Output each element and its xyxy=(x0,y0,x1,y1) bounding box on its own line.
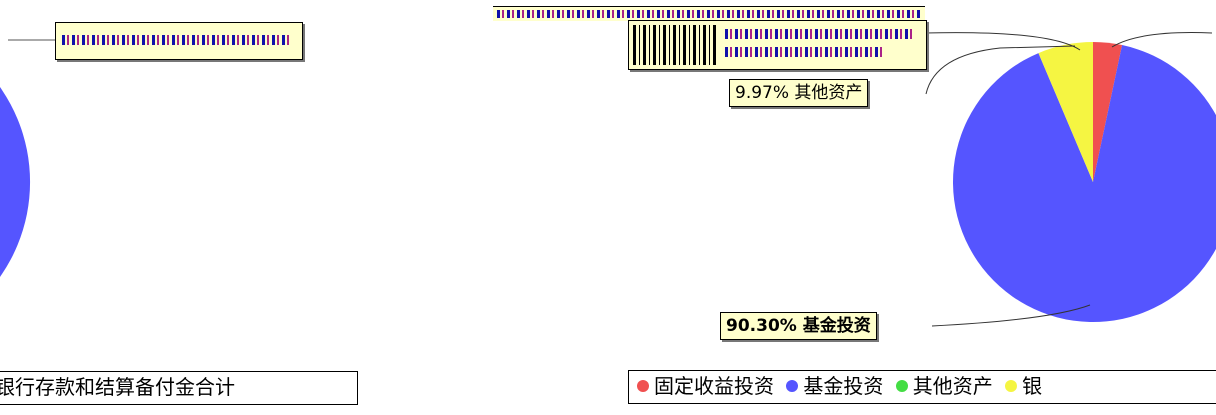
pie-slice-银行存款和结算备付金合计 xyxy=(1038,42,1093,182)
legend-dot-fund-investment xyxy=(786,380,799,392)
legend-label-fixed-income: 固定收益投资 xyxy=(654,374,774,398)
legend-dot-other-assets xyxy=(895,380,908,392)
left-top-callout-glitch xyxy=(55,22,303,60)
legend-item-fixed-income: 固定收益投资 xyxy=(629,371,774,401)
legend-dot-bank-deposits xyxy=(1005,380,1018,392)
leader-line-other-assets xyxy=(925,45,1076,95)
right-top-banner-glitch xyxy=(493,6,925,21)
legend-dot-fixed-income xyxy=(637,380,649,392)
left-pie-slice-fixed-income xyxy=(0,87,30,277)
right-legend: 固定收益投资 基金投资 其他资产 银 xyxy=(628,370,1216,404)
left-legend: 银行存款和结算备付金合计 xyxy=(0,371,358,405)
pie-slice-固定收益投资 xyxy=(1093,42,1123,182)
left-legend-label: 银行存款和结算备付金合计 xyxy=(0,375,235,399)
left-legend-item: 银行存款和结算备付金合计 xyxy=(0,372,235,402)
right-barcode-callout-glitch xyxy=(628,20,927,70)
right-pie xyxy=(953,42,1216,322)
pie-slice-基金投资 xyxy=(953,45,1216,322)
legend-item-fund-investment: 基金投资 xyxy=(786,371,883,401)
legend-item-other-assets: 其他资产 xyxy=(895,371,993,401)
legend-item-bank-deposits: 银 xyxy=(1005,371,1042,401)
leader-line-fixed-income xyxy=(1111,32,1213,48)
callout-other-assets: 9.97% 其他资产 xyxy=(729,79,869,107)
legend-label-fund-investment: 基金投资 xyxy=(803,374,884,398)
legend-label-other-assets: 其他资产 xyxy=(912,374,993,398)
callout-fund-investment: 90.30% 基金投资 xyxy=(720,312,877,340)
leader-line-fund-investment xyxy=(931,304,1091,327)
legend-label-bank-deposits: 银 xyxy=(1022,374,1043,398)
